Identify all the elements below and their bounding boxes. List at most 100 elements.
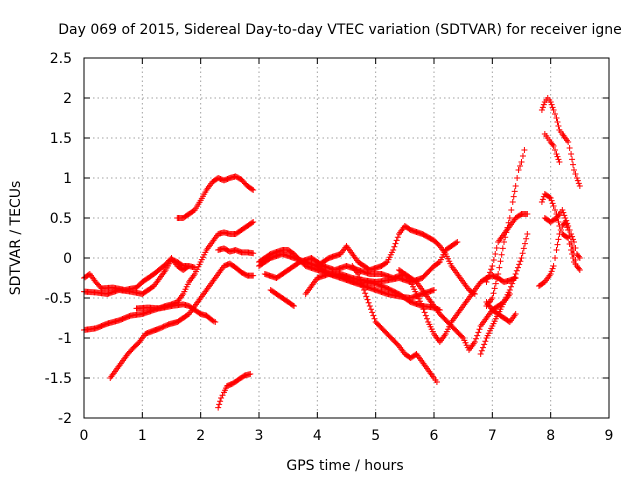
data-point [566,233,573,239]
data-point [492,280,499,287]
series-s14 [314,223,478,297]
y-tick-label: 1 [63,171,72,187]
series-s15 [349,263,440,385]
data-point [159,324,166,331]
series-s12 [267,287,297,309]
series-s21 [538,95,583,189]
data-point [421,309,428,316]
data-point [419,303,426,309]
series-s24 [541,207,583,261]
data-point [570,161,577,168]
data-point [572,257,579,263]
data-point [161,323,168,330]
data-point [555,219,562,225]
y-tick-label: -0.5 [45,291,72,307]
x-tick-label: 3 [255,428,264,444]
data-point [549,265,556,272]
y-tick-label: 2.5 [50,51,72,67]
series-s20 [483,147,528,309]
series-s7 [215,245,257,257]
data-point [564,234,570,241]
data-point [556,231,563,237]
data-point [249,219,255,226]
data-point [513,267,520,274]
data-point [370,312,377,319]
data-point [495,271,502,277]
data-point [499,245,506,252]
data-point [546,194,553,201]
data-point [576,255,583,261]
data-point [355,271,362,277]
data-point [431,287,437,293]
data-point [250,272,257,279]
x-tick-label: 4 [313,428,322,444]
x-tick-label: 1 [138,428,147,444]
data-point [420,306,427,313]
data-point [565,139,572,145]
data-point [217,398,224,405]
data-point [555,236,562,243]
data-point [548,268,555,275]
data-point [515,167,522,173]
data-point [538,107,545,113]
data-point [210,318,217,325]
data-point [548,101,555,108]
data-point [557,227,564,233]
data-point [383,259,390,266]
data-point [219,392,226,399]
data-point [547,195,554,201]
data-point [550,107,557,113]
data-point [508,207,515,213]
data-point [475,329,482,336]
x-tick-label: 2 [196,428,205,444]
grid [84,58,609,418]
data-point [553,247,560,253]
data-point [570,247,577,253]
data-point [566,145,573,151]
data-point [560,209,567,216]
data-point [504,224,511,231]
data-point [549,104,556,111]
data-point [519,250,526,257]
data-point [561,212,568,219]
x-tick-label: 8 [546,428,555,444]
data-point [482,338,489,345]
data-point [505,219,512,226]
data-point [576,183,583,189]
data-point [453,239,460,246]
data-point [552,207,559,213]
data-point [575,180,582,187]
data-point [487,269,493,276]
data-point [362,290,369,297]
data-point [555,156,562,163]
series-s19 [477,231,531,357]
data-point [503,229,510,236]
series-s2 [81,256,192,297]
data-point [508,283,514,290]
data-point [488,266,495,273]
data-point [568,151,575,157]
data-point [250,219,257,225]
data-point [501,239,507,245]
series-s3 [81,219,257,333]
data-point [250,187,257,193]
data-point [502,234,509,241]
series-s1 [81,255,198,293]
axis-ticks: 0 1 2 3 4 5 6 7 8 9 -2 -1.5 -1 -0.5 0 0.5 1 1.5 2 2.5 [45,51,614,444]
data-point [483,279,490,285]
data-point [556,159,563,165]
data-point [494,275,500,282]
data-point [357,277,364,284]
y-axis-label: SDTVAR / TECUs [8,181,24,296]
series-s11 [261,255,513,353]
data-point [552,147,559,153]
data-point [216,401,223,408]
data-point [489,295,496,301]
data-point [576,267,583,273]
data-point [424,315,430,322]
data-point [459,333,465,340]
data-point [550,263,557,269]
data-point [212,319,219,325]
data-point [160,323,167,330]
